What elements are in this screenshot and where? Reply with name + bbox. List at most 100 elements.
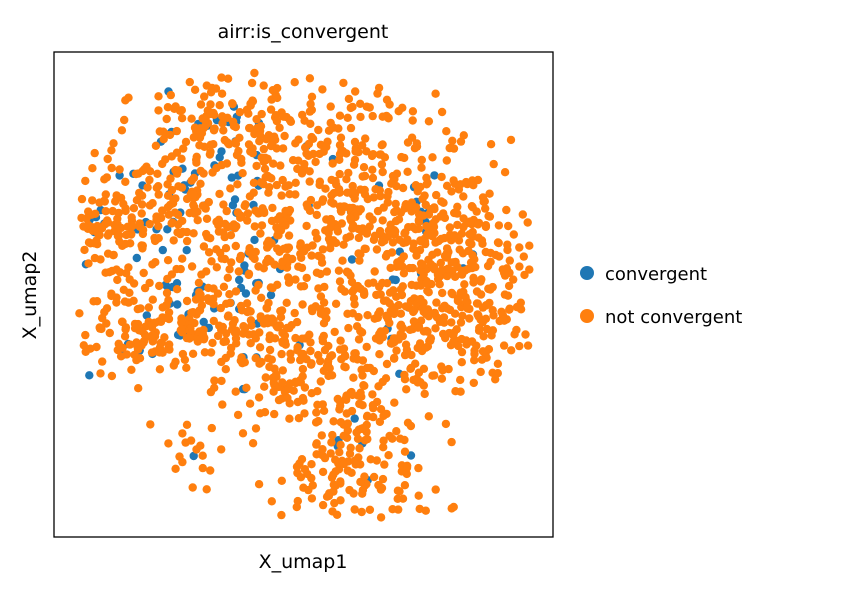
point-not-convergent bbox=[298, 372, 307, 381]
point-not-convergent bbox=[196, 100, 206, 109]
point-not-convergent bbox=[173, 210, 183, 219]
point-not-convergent bbox=[127, 365, 136, 374]
point-not-convergent bbox=[284, 231, 294, 240]
point-not-convergent bbox=[322, 142, 331, 152]
point-not-convergent bbox=[290, 78, 299, 87]
point-not-convergent bbox=[460, 280, 469, 289]
point-not-convergent bbox=[103, 154, 112, 164]
point-convergent bbox=[115, 171, 124, 180]
point-convergent bbox=[241, 289, 251, 298]
point-not-convergent bbox=[320, 311, 329, 320]
point-not-convergent bbox=[283, 393, 292, 403]
point-not-convergent bbox=[257, 221, 267, 230]
point-not-convergent bbox=[362, 227, 372, 237]
point-not-convergent bbox=[357, 365, 366, 374]
point-not-convergent bbox=[249, 178, 259, 187]
point-not-convergent bbox=[422, 180, 431, 189]
point-not-convergent bbox=[400, 481, 410, 490]
point-not-convergent bbox=[379, 443, 388, 452]
point-not-convergent bbox=[467, 337, 477, 346]
point-not-convergent bbox=[335, 277, 345, 286]
point-not-convergent bbox=[163, 203, 173, 212]
point-not-convergent bbox=[357, 507, 366, 517]
point-not-convergent bbox=[515, 341, 524, 351]
point-not-convergent bbox=[98, 357, 107, 366]
point-not-convergent bbox=[121, 177, 130, 186]
point-not-convergent bbox=[148, 337, 157, 346]
point-not-convergent bbox=[360, 244, 369, 253]
point-not-convergent bbox=[305, 74, 315, 83]
point-not-convergent bbox=[264, 188, 273, 197]
point-not-convergent bbox=[112, 265, 121, 274]
point-not-convergent bbox=[177, 317, 186, 327]
point-not-convergent bbox=[338, 256, 347, 265]
point-not-convergent bbox=[447, 504, 456, 513]
point-not-convergent bbox=[126, 239, 135, 248]
point-not-convergent bbox=[98, 313, 107, 323]
point-not-convergent bbox=[458, 311, 467, 320]
point-not-convergent bbox=[103, 218, 113, 227]
point-not-convergent bbox=[255, 130, 265, 140]
point-not-convergent bbox=[177, 325, 186, 334]
point-not-convergent bbox=[385, 299, 394, 308]
point-not-convergent bbox=[150, 318, 159, 327]
point-not-convergent bbox=[84, 259, 93, 268]
point-not-convergent bbox=[390, 398, 399, 407]
point-not-convergent bbox=[504, 221, 513, 231]
point-not-convergent bbox=[218, 322, 227, 332]
point-not-convergent bbox=[399, 269, 409, 278]
point-not-convergent bbox=[232, 326, 241, 335]
point-not-convergent bbox=[176, 229, 185, 239]
point-not-convergent bbox=[419, 307, 428, 316]
point-not-convergent bbox=[473, 299, 482, 308]
point-not-convergent bbox=[284, 278, 294, 287]
point-not-convergent bbox=[246, 316, 256, 325]
point-not-convergent bbox=[276, 313, 286, 322]
point-not-convergent bbox=[209, 124, 219, 134]
scatter-points bbox=[75, 68, 534, 522]
point-not-convergent bbox=[204, 248, 214, 257]
point-not-convergent bbox=[428, 232, 437, 241]
point-not-convergent bbox=[361, 134, 370, 143]
point-not-convergent bbox=[265, 345, 275, 355]
point-not-convergent bbox=[449, 258, 458, 267]
point-not-convergent bbox=[273, 231, 282, 240]
point-not-convergent bbox=[138, 229, 148, 239]
point-not-convergent bbox=[252, 115, 261, 124]
point-not-convergent bbox=[432, 298, 441, 307]
point-not-convergent bbox=[472, 287, 482, 296]
point-not-convergent bbox=[238, 429, 248, 438]
point-not-convergent bbox=[326, 244, 335, 253]
point-not-convergent bbox=[326, 218, 336, 227]
point-not-convergent bbox=[303, 203, 312, 212]
point-not-convergent bbox=[431, 324, 440, 333]
point-not-convergent bbox=[413, 343, 422, 353]
point-not-convergent bbox=[278, 144, 288, 153]
point-not-convergent bbox=[235, 254, 245, 264]
point-not-convergent bbox=[121, 206, 130, 216]
point-not-convergent bbox=[407, 280, 416, 290]
point-not-convergent bbox=[348, 287, 357, 296]
point-not-convergent bbox=[124, 263, 133, 272]
point-not-convergent bbox=[209, 140, 218, 149]
point-not-convergent bbox=[437, 197, 446, 206]
point-not-convergent bbox=[151, 258, 160, 267]
point-convergent bbox=[85, 371, 94, 380]
point-not-convergent bbox=[335, 448, 344, 457]
point-not-convergent bbox=[507, 346, 516, 355]
point-not-convergent bbox=[377, 141, 386, 150]
point-not-convergent bbox=[209, 284, 218, 293]
point-not-convergent bbox=[154, 190, 163, 199]
point-not-convergent bbox=[81, 330, 90, 340]
point-not-convergent bbox=[316, 377, 325, 386]
point-not-convergent bbox=[447, 318, 456, 327]
point-not-convergent bbox=[182, 236, 192, 246]
point-not-convergent bbox=[190, 202, 199, 212]
point-not-convergent bbox=[291, 275, 300, 284]
point-not-convergent bbox=[437, 266, 446, 275]
point-not-convergent bbox=[443, 264, 453, 273]
point-not-convergent bbox=[339, 202, 349, 211]
point-not-convergent bbox=[380, 460, 389, 469]
point-not-convergent bbox=[302, 355, 311, 364]
point-not-convergent bbox=[107, 289, 116, 298]
